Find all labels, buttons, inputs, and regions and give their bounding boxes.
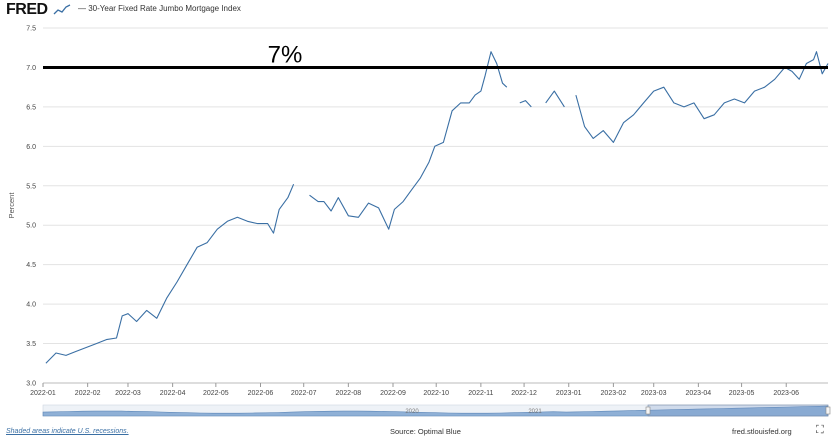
y-tick-label: 7.5 <box>26 26 36 33</box>
seven-percent-annotation: 7% <box>43 41 828 69</box>
y-tick-label: 5.0 <box>26 223 36 230</box>
y-axis-label: Percent <box>7 192 16 219</box>
series-line-segment <box>575 51 829 143</box>
chart-legend: — 30-Year Fixed Rate Jumbo Mortgage Inde… <box>78 4 241 13</box>
navigator-selection[interactable] <box>647 404 829 417</box>
navigator-handle-left[interactable] <box>645 406 651 415</box>
x-tick-label: 2022-10 <box>423 390 449 397</box>
range-navigator[interactable]: 2020 2021 <box>42 404 831 417</box>
navigator-handle-right[interactable] <box>825 406 831 415</box>
x-tick-label: 2022-03 <box>115 390 141 397</box>
y-tick-label: 4.0 <box>26 302 36 309</box>
x-tick-label: 2022-09 <box>380 390 406 397</box>
chart-series <box>45 51 829 364</box>
y-tick-label: 6.5 <box>26 104 36 111</box>
source-label: Source: Optimal Blue <box>390 427 461 436</box>
y-tick-label: 7.0 <box>26 65 36 72</box>
navigator-year-label: 2020 <box>405 409 419 415</box>
chart-header: FRED — 30-Year Fixed Rate Jumbo Mortgage… <box>0 0 832 22</box>
x-tick-label: 2022-02 <box>75 390 101 397</box>
x-tick-label: 2023-01 <box>556 390 582 397</box>
x-tick-label: 2022-11 <box>468 390 493 397</box>
chart-axes: 3.0 3.5 4.0 4.5 5.0 5.5 6.0 6.5 7.0 7.5 2022-01 202… <box>7 26 828 397</box>
y-tick-label: 6.0 <box>26 144 36 151</box>
fred-logo[interactable]: FRED <box>6 1 48 18</box>
recession-note-link[interactable]: Shaded areas indicate U.S. recessions. <box>6 428 129 435</box>
x-tick-label: 2022-08 <box>336 390 362 397</box>
x-tick-label: 2022-04 <box>160 390 186 397</box>
series-line-segment <box>309 51 508 230</box>
series-line-segment <box>519 100 532 108</box>
x-tick-label: 2023-02 <box>601 390 627 397</box>
y-tick-label: 3.0 <box>26 381 36 388</box>
navigator-year-label: 2021 <box>528 409 542 415</box>
x-tick-label: 2022-07 <box>291 390 317 397</box>
navigator-mini-series <box>42 405 829 417</box>
series-line-segment <box>545 90 565 108</box>
fred-url-link[interactable]: fred.stlouisfed.org <box>732 427 792 436</box>
y-tick-label: 4.5 <box>26 262 36 269</box>
x-tick-label: 2023-03 <box>641 390 667 397</box>
y-tick-label: 5.5 <box>26 183 36 190</box>
chart-gridlines <box>43 27 828 384</box>
fullscreen-icon[interactable]: ⛶ <box>816 424 824 436</box>
x-tick-label: 2022-05 <box>203 390 229 397</box>
x-tick-label: 2022-12 <box>511 390 537 397</box>
x-tick-label: 2023-04 <box>686 390 712 397</box>
x-tick-label: 2022-06 <box>248 390 274 397</box>
series-line-segment <box>45 183 295 364</box>
fred-logo-chart-icon <box>53 4 71 15</box>
legend-entry-series[interactable]: — 30-Year Fixed Rate Jumbo Mortgage Inde… <box>78 4 241 13</box>
x-tick-label: 2023-05 <box>729 390 755 397</box>
x-tick-label: 2022-01 <box>30 390 56 397</box>
y-tick-label: 3.5 <box>26 341 36 348</box>
seven-percent-label: 7% <box>268 41 303 68</box>
x-tick-label: 2023-06 <box>773 390 799 397</box>
plot-area <box>43 28 828 383</box>
